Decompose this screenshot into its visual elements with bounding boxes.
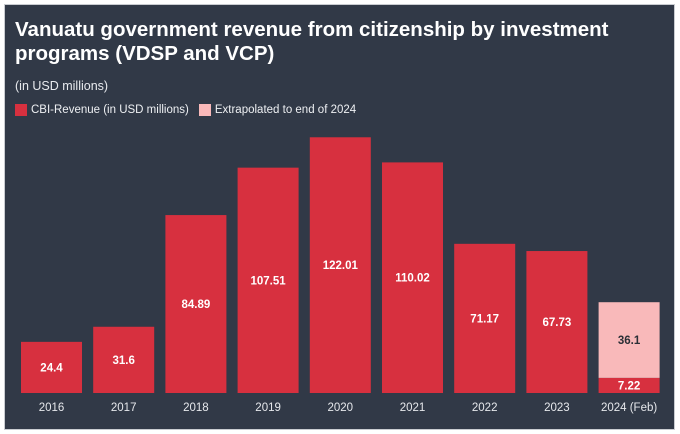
x-tick-label-2017: 2017 xyxy=(111,402,137,414)
bar-cbi-revenue-in-usd-millions-2021 xyxy=(382,162,443,393)
data-label-cbi-revenue-in-usd-millions-2023: 67.73 xyxy=(543,317,572,329)
bar-chart: 24.4 2016 31.6 2017 84.89 2018 107.51 2019 122.0… xyxy=(21,137,660,414)
x-tick-label-2016: 2016 xyxy=(39,402,65,414)
chart-card: Vanuatu government revenue from citizens… xyxy=(4,4,675,430)
legend-item-extrapolated: Extrapolated to end of 2024 xyxy=(198,104,357,116)
bar-cbi-revenue-in-usd-millions-2020 xyxy=(309,137,371,393)
data-label-cbi-revenue-in-usd-millions-2020: 122.01 xyxy=(323,260,359,272)
legend-swatch-extrapolated xyxy=(198,104,211,116)
data-label-cbi-revenue-in-usd-millions-2019: 107.51 xyxy=(251,275,287,287)
data-label-cbi-revenue-in-usd-millions-2024-feb: 7.22 xyxy=(618,380,640,392)
bar-cbi-revenue-in-usd-millions-2022 xyxy=(454,243,516,393)
x-tick-label-2023: 2023 xyxy=(544,402,570,414)
x-tick-label-2022: 2022 xyxy=(472,402,498,414)
bar-extrapolated-to-end-of-2024-2024-feb xyxy=(598,302,660,378)
x-tick-label-2019: 2019 xyxy=(255,402,281,414)
bar-cbi-revenue-in-usd-millions-2023 xyxy=(526,251,588,393)
legend-label-extrapolated: Extrapolated to end of 2024 xyxy=(214,104,357,116)
chart-legend: CBI-Revenue (in USD millions) Extrapolat… xyxy=(15,104,366,116)
data-label-cbi-revenue-in-usd-millions-2018: 84.89 xyxy=(182,299,211,311)
legend-label-cbi-revenue: CBI-Revenue (in USD millions) xyxy=(31,104,189,116)
bar-cbi-revenue-in-usd-millions-2024-feb xyxy=(598,377,660,393)
data-label-cbi-revenue-in-usd-millions-2022: 71.17 xyxy=(470,313,499,325)
legend-swatch-cbi-revenue xyxy=(15,104,27,116)
data-label-extrapolated-to-end-of-2024-2024-feb: 36.1 xyxy=(618,335,641,347)
x-tick-label-2021: 2021 xyxy=(400,402,426,414)
legend-item-cbi-revenue: CBI-Revenue (in USD millions) xyxy=(15,104,189,116)
data-label-cbi-revenue-in-usd-millions-2017: 31.6 xyxy=(113,355,135,367)
data-label-cbi-revenue-in-usd-millions-2021: 110.02 xyxy=(395,273,430,285)
x-tick-label-2024-feb: 2024 (Feb) xyxy=(601,402,657,414)
data-label-cbi-revenue-in-usd-millions-2016: 24.4 xyxy=(40,362,63,374)
x-tick-label-2018: 2018 xyxy=(183,402,209,414)
bar-cbi-revenue-in-usd-millions-2018 xyxy=(165,215,227,393)
chart-subtitle: (in USD millions) xyxy=(15,79,109,93)
chart-title: Vanuatu government revenue from citizens… xyxy=(15,18,609,65)
bar-cbi-revenue-in-usd-millions-2019 xyxy=(237,167,299,393)
bar-cbi-revenue-in-usd-millions-2017 xyxy=(93,326,155,393)
x-tick-label-2020: 2020 xyxy=(328,402,354,414)
bar-cbi-revenue-in-usd-millions-2016 xyxy=(21,341,82,393)
